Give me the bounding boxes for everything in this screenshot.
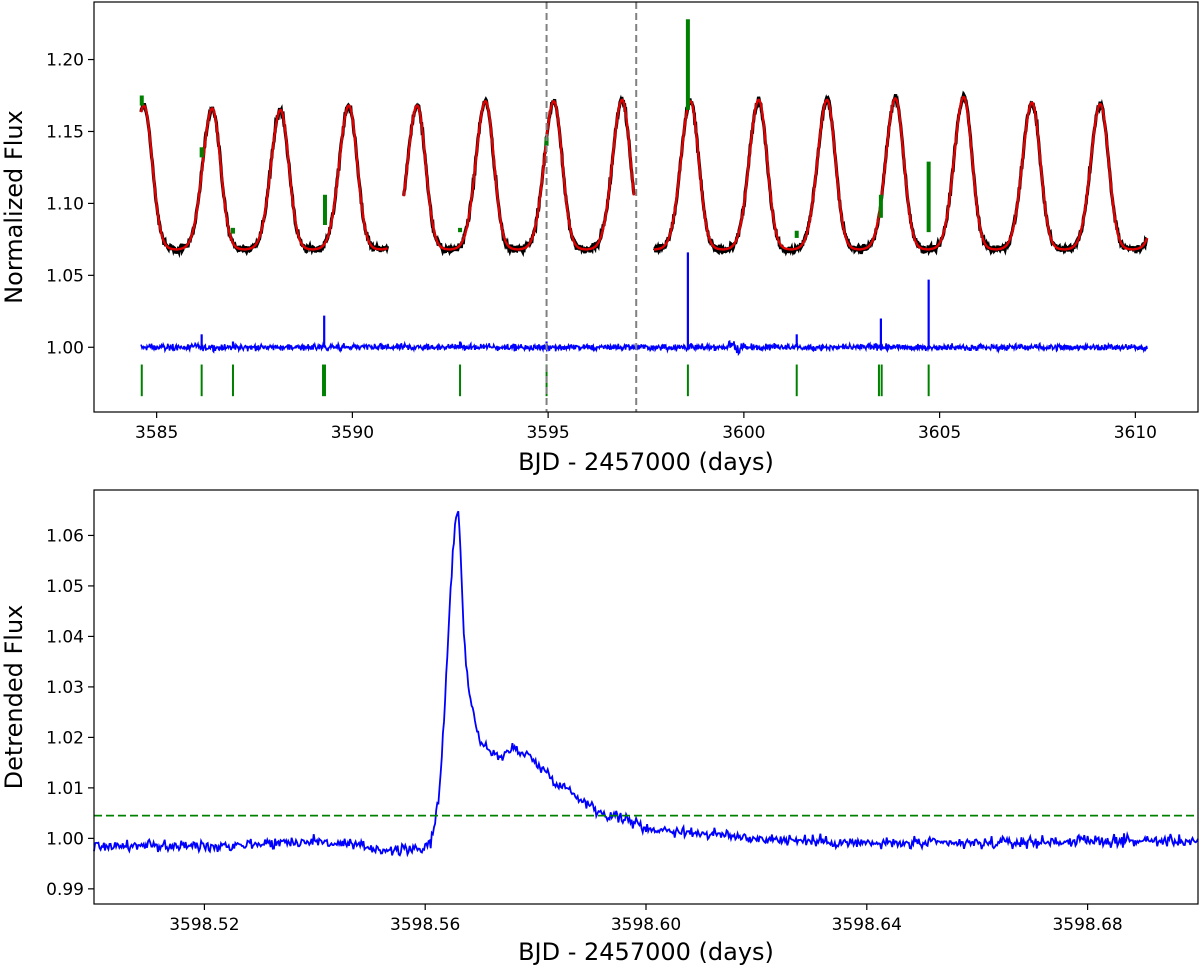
top-axes-frame <box>93 1 1199 413</box>
top-y-tick-label: 1.00 <box>46 338 84 358</box>
top-y-axis-label: Normalized Flux <box>0 110 28 304</box>
bottom-y-tick-label: 1.02 <box>46 728 84 748</box>
top-x-tick-label: 3595 <box>526 423 569 443</box>
bottom-x-tick-label: 3598.68 <box>1052 915 1122 935</box>
top-x-tick-label: 3600 <box>722 423 765 443</box>
top-panel: 3585 3590 3595 3600 3605 3610 1.00 1.05 1.10 1.1… <box>0 1 1199 476</box>
top-y-tick-label: 1.05 <box>46 266 84 286</box>
bottom-y-tick-label: 1.00 <box>46 829 84 849</box>
top-y-tick-label: 1.10 <box>46 194 84 214</box>
bottom-x-axis-label: BJD - 2457000 (days) <box>518 938 774 966</box>
top-x-tick-label: 3585 <box>135 423 178 443</box>
bottom-x-tick-label: 3598.52 <box>169 915 239 935</box>
bottom-x-tick-label: 3598.56 <box>390 915 460 935</box>
bottom-y-ticks: 0.99 1.00 1.01 1.02 1.03 1.04 1.05 1.06 <box>46 526 94 900</box>
top-y-tick-label: 1.15 <box>46 122 84 142</box>
top-plot-area <box>139 2 1149 412</box>
flare-profile-line <box>93 510 1199 858</box>
bottom-y-tick-label: 1.05 <box>46 577 84 597</box>
bottom-y-axis-label: Detrended Flux <box>0 605 28 790</box>
top-x-tick-label: 3590 <box>331 423 374 443</box>
residual-line <box>140 339 1148 357</box>
bottom-y-tick-label: 0.99 <box>46 880 84 900</box>
bottom-x-tick-label: 3598.60 <box>611 915 681 935</box>
bottom-y-tick-label: 1.01 <box>46 779 84 799</box>
top-x-tick-label: 3605 <box>918 423 961 443</box>
bottom-x-tick-label: 3598.64 <box>832 915 902 935</box>
bottom-y-tick-label: 1.04 <box>46 627 84 647</box>
bottom-y-tick-label: 1.03 <box>46 678 84 698</box>
top-y-tick-label: 1.20 <box>46 51 84 71</box>
top-x-tick-label: 3610 <box>1114 423 1157 443</box>
bottom-y-tick-label: 1.06 <box>46 526 84 546</box>
bottom-x-ticks: 3598.52 3598.56 3598.60 3598.64 3598.68 <box>169 904 1123 935</box>
top-y-ticks: 1.00 1.05 1.10 1.15 1.20 <box>46 51 94 358</box>
top-x-axis-label: BJD - 2457000 (days) <box>518 448 774 476</box>
model-line <box>139 95 1149 251</box>
bottom-panel: 3598.52 3598.56 3598.60 3598.64 3598.68 0.99… <box>0 489 1199 966</box>
top-x-ticks: 3585 3590 3595 3600 3605 3610 <box>135 412 1157 443</box>
bottom-plot-area <box>93 510 1199 858</box>
